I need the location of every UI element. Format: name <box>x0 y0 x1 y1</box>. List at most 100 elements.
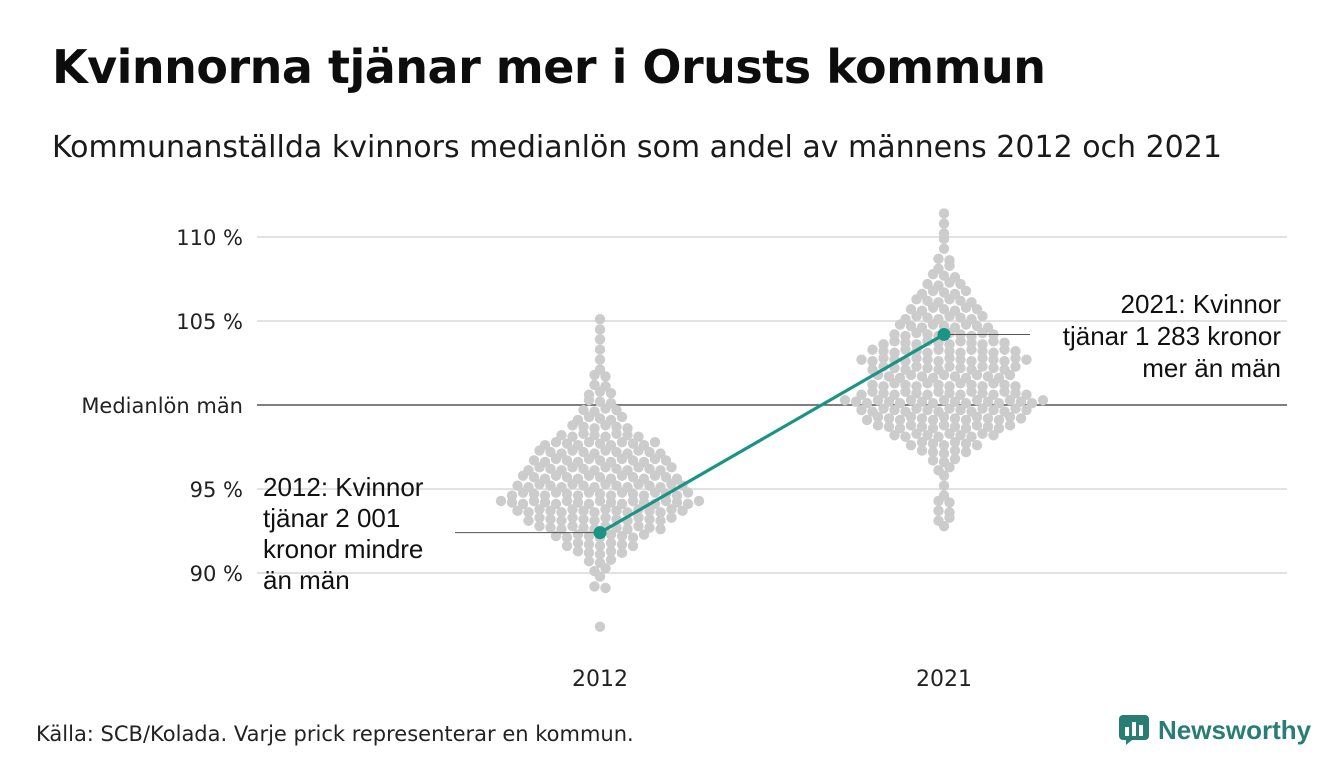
data-point <box>594 540 606 552</box>
data-point <box>1026 397 1038 409</box>
data-point <box>622 481 633 493</box>
x-tick-label: 2012 <box>572 667 628 692</box>
data-point <box>605 546 617 557</box>
data-point <box>938 439 950 451</box>
data-point <box>905 420 917 431</box>
data-point <box>933 280 944 291</box>
data-point <box>905 439 917 451</box>
data-point <box>523 481 534 493</box>
data-point <box>561 540 573 552</box>
data-point <box>589 565 600 577</box>
data-point <box>1010 381 1021 392</box>
data-point <box>916 371 928 382</box>
data-point <box>944 361 955 372</box>
data-point <box>534 512 545 523</box>
data-point <box>966 406 977 417</box>
highlight-point-2021 <box>937 327 951 341</box>
data-point <box>644 514 655 525</box>
data-point <box>938 208 950 219</box>
data-point <box>933 355 944 367</box>
data-point <box>633 431 644 442</box>
data-point <box>894 372 906 384</box>
data-point <box>966 313 977 325</box>
data-point <box>589 448 600 459</box>
data-point <box>922 278 933 290</box>
data-point <box>977 361 988 372</box>
data-point <box>622 423 633 434</box>
data-point <box>622 448 633 459</box>
data-point <box>638 473 650 484</box>
data-point <box>622 465 633 476</box>
data-point <box>594 324 606 335</box>
data-point <box>605 397 617 409</box>
data-point <box>539 456 551 468</box>
data-point <box>655 515 666 526</box>
data-point <box>933 465 944 476</box>
data-point <box>594 354 606 365</box>
data-point <box>682 498 694 510</box>
data-point <box>993 372 1005 384</box>
data-point <box>944 255 955 266</box>
brand-logo[interactable]: Newsworthy <box>1118 714 1311 746</box>
data-point <box>933 297 944 308</box>
data-point <box>517 498 529 510</box>
data-point <box>911 381 922 392</box>
data-point <box>938 456 950 468</box>
data-point <box>927 372 939 384</box>
data-point <box>922 347 933 358</box>
data-point <box>949 453 961 465</box>
data-point <box>567 520 578 532</box>
data-point <box>638 456 650 468</box>
data-point <box>572 473 584 484</box>
data-point <box>960 423 972 434</box>
data-point <box>556 448 567 459</box>
data-point <box>900 364 911 375</box>
data-point <box>900 431 911 442</box>
data-point <box>949 305 961 316</box>
data-point <box>594 344 606 355</box>
data-point <box>523 515 534 526</box>
data-point <box>883 371 895 382</box>
data-point <box>638 490 650 501</box>
data-point <box>583 556 595 567</box>
data-point <box>878 339 889 350</box>
data-point <box>955 347 966 358</box>
data-point <box>572 490 584 501</box>
data-point <box>982 413 994 424</box>
data-point <box>600 512 611 523</box>
data-point <box>867 364 878 375</box>
data-point <box>605 537 617 549</box>
data-point <box>927 446 939 458</box>
data-point <box>960 414 972 426</box>
data-point <box>644 522 655 533</box>
data-point <box>572 546 584 557</box>
data-point <box>583 498 595 510</box>
data-point <box>933 313 944 325</box>
data-point <box>971 439 983 451</box>
data-point <box>655 481 666 493</box>
data-point <box>589 423 600 434</box>
data-point <box>993 397 1005 409</box>
data-point <box>589 515 600 526</box>
data-point <box>911 339 922 350</box>
data-point <box>506 490 518 501</box>
data-point <box>512 480 523 491</box>
data-point <box>567 431 578 442</box>
data-point <box>927 414 939 426</box>
data-point <box>1010 361 1021 372</box>
data-point <box>622 523 633 535</box>
data-point <box>905 304 917 315</box>
data-point <box>550 498 562 510</box>
data-point <box>666 512 677 523</box>
data-point <box>1015 413 1027 424</box>
chart-title: Kvinnorna tjänar mer i Orusts kommun <box>52 40 1046 94</box>
data-point <box>572 537 584 549</box>
source-note: Källa: SCB/Kolada. Varje prick represent… <box>36 722 634 746</box>
data-point <box>982 371 994 382</box>
data-point <box>671 490 683 501</box>
data-point <box>922 362 933 374</box>
data-point <box>982 322 994 333</box>
data-point <box>572 456 584 468</box>
data-point <box>523 507 534 518</box>
